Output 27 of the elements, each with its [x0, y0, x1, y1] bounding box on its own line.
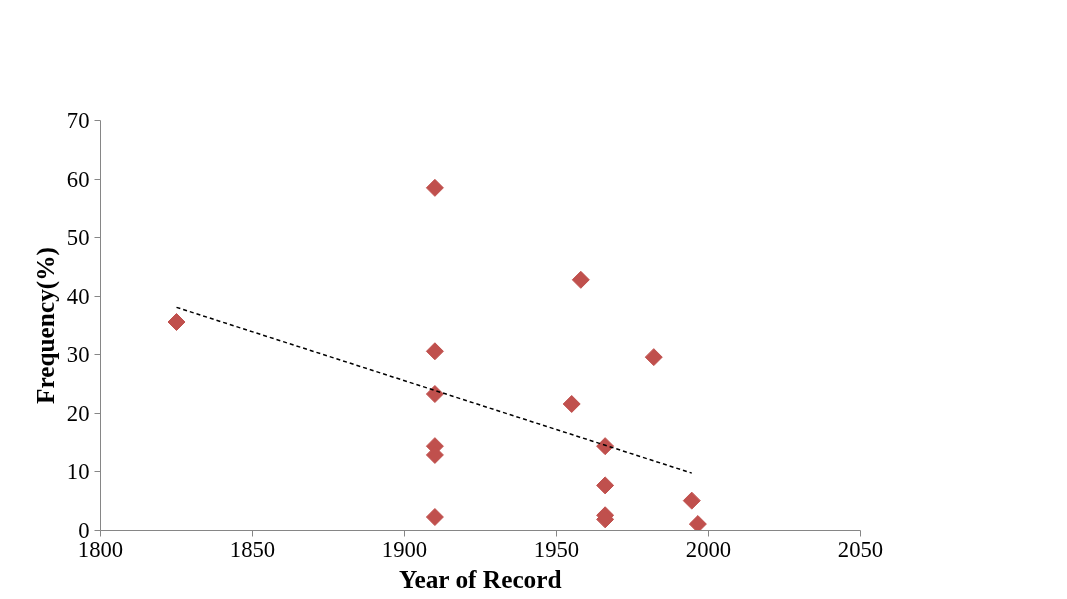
y-tick-label: 50 [66, 225, 90, 251]
point [596, 437, 615, 456]
point [425, 342, 444, 361]
x-tick-label: 1900 [381, 536, 428, 562]
y-tick-label: 20 [66, 400, 90, 426]
point [688, 515, 707, 531]
x-axis-title: Year of Record [398, 564, 562, 593]
point [596, 476, 615, 495]
point [682, 491, 701, 510]
y-tick-label: 40 [66, 283, 90, 309]
y-tick-label: 70 [66, 108, 90, 133]
point [425, 178, 444, 197]
x-tick-label: 1850 [229, 536, 276, 562]
x-tick-label: 2000 [685, 536, 732, 562]
point [425, 508, 444, 527]
point [562, 395, 581, 413]
y-tick-label: 0 [78, 518, 90, 543]
point [644, 348, 663, 367]
point [425, 385, 444, 404]
point [571, 270, 590, 289]
y-tick-label: 60 [66, 166, 90, 192]
y-tick-label: 10 [66, 459, 90, 485]
point [167, 313, 186, 331]
x-tick-label: 2050 [837, 536, 884, 562]
x-tick-label: 1950 [533, 536, 580, 562]
y-axis-title: Frequency(%) [30, 246, 60, 405]
y-tick-label: 30 [66, 342, 90, 368]
